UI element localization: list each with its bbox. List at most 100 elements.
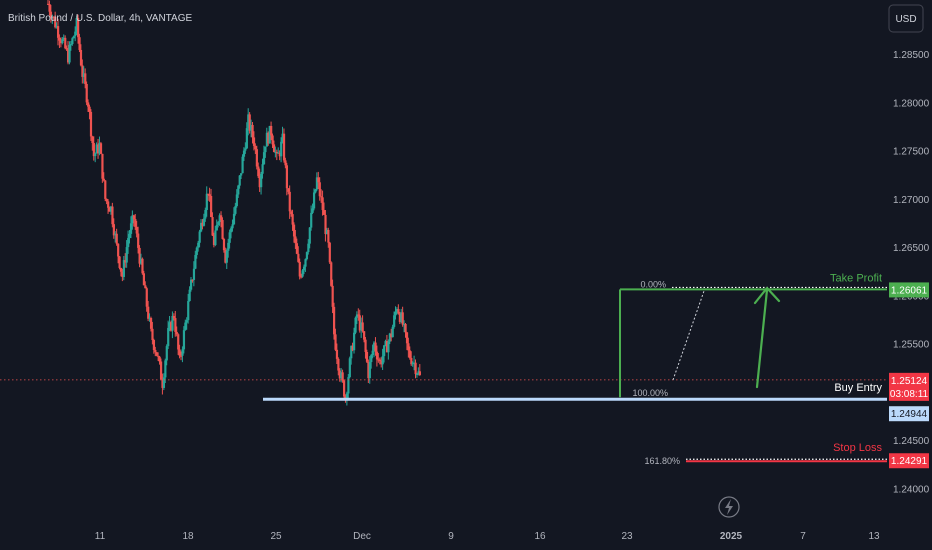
candle-body: [340, 372, 343, 379]
candle-body: [405, 332, 409, 344]
candle-body: [325, 229, 329, 234]
candle-body: [121, 271, 124, 277]
candle-body: [214, 230, 217, 246]
candle-body: [258, 176, 261, 188]
candle-body: [185, 320, 188, 323]
candle-body: [220, 215, 223, 221]
candle-body: [294, 236, 297, 244]
candle-body: [218, 215, 221, 223]
candle-body: [162, 377, 166, 388]
candle-body: [221, 220, 224, 239]
candle-body: [111, 206, 114, 225]
current-price: 1.25124: [891, 376, 928, 387]
candle-body: [245, 128, 248, 149]
candle-body: [415, 373, 419, 375]
candle-body: [255, 149, 258, 167]
candle-body: [265, 132, 268, 147]
candle-body: [404, 323, 407, 333]
candle-body: [62, 37, 65, 40]
candle-body: [397, 309, 400, 314]
candle-body: [355, 314, 359, 318]
candle-body: [330, 262, 333, 286]
candle-body: [307, 243, 310, 253]
candle-body: [225, 250, 228, 263]
candle-body: [370, 355, 373, 363]
candle-body: [314, 189, 317, 193]
x-tick-label: 18: [182, 531, 194, 542]
y-tick-label: 1.27500: [893, 147, 930, 158]
candle-body: [337, 358, 340, 371]
candle-body: [171, 315, 174, 331]
candle-body: [288, 191, 291, 212]
candle-body: [54, 16, 57, 28]
candle-body: [247, 114, 250, 129]
candle-body: [417, 371, 420, 374]
candle-body: [200, 222, 203, 232]
candle-body: [69, 44, 73, 46]
candle-body: [195, 247, 198, 255]
stop-loss-price-badge: 1.24291: [889, 453, 929, 469]
candle-body: [301, 270, 304, 277]
candle-body: [95, 144, 98, 154]
projection-arrow[interactable]: [753, 286, 781, 389]
x-tick-label: Dec: [353, 531, 371, 542]
candle-body: [354, 317, 357, 333]
candle-body: [169, 322, 173, 331]
candle-body: [142, 273, 146, 286]
candle-body: [114, 233, 117, 236]
candle-body: [324, 214, 327, 234]
candle-body: [254, 145, 257, 150]
candle-body: [328, 242, 331, 263]
candle-body: [227, 242, 230, 251]
candle-body: [197, 242, 200, 248]
x-tick-label: 25: [270, 531, 282, 542]
candle-body: [360, 322, 363, 331]
candle-body: [172, 315, 176, 319]
candle-body: [395, 309, 399, 312]
candle-body: [124, 260, 127, 263]
candle-body: [82, 73, 85, 77]
candle-body: [348, 358, 351, 378]
candle-body: [383, 345, 386, 357]
candle-body: [375, 351, 379, 360]
candle-body: [274, 151, 277, 153]
candle-body: [222, 238, 226, 251]
candle-body: [192, 268, 196, 280]
currency-label: USD: [895, 14, 916, 25]
lightning-icon[interactable]: [718, 496, 740, 518]
candle-body: [248, 114, 251, 131]
candle-body: [414, 362, 417, 375]
x-tick-label: 11: [95, 531, 106, 542]
candle-body: [335, 349, 339, 359]
candle-body: [48, 4, 51, 12]
fib-label-0: 0.00%: [640, 279, 666, 289]
candle-body: [384, 341, 387, 346]
candle-body: [321, 197, 324, 211]
candle-body: [65, 48, 68, 50]
candle-body: [401, 312, 404, 325]
candle-body: [194, 254, 197, 269]
candle-body: [127, 238, 130, 248]
candle-body: [224, 250, 227, 263]
candle-body: [141, 258, 144, 274]
candle-body: [119, 267, 123, 272]
candle-body: [390, 333, 393, 338]
candle-body: [394, 311, 397, 316]
candle-body: [132, 215, 135, 220]
candle-body: [145, 288, 148, 307]
time-axis[interactable]: 11 18 25 Dec 9 16 23 2025 7 13: [95, 531, 880, 542]
candle-body: [51, 16, 54, 19]
candle-body: [89, 111, 93, 137]
candle-body: [231, 224, 234, 229]
candle-body: [345, 393, 349, 399]
y-tick-label: 1.26500: [893, 243, 930, 254]
candle-body: [182, 330, 186, 350]
candle-body: [310, 212, 313, 228]
x-tick-label: 2025: [720, 531, 743, 542]
candle-body: [168, 322, 171, 328]
candle-body: [315, 177, 319, 190]
candle-body: [92, 143, 95, 157]
chart-title: British Pound / U.S. Dollar, 4h, VANTAGE: [8, 13, 192, 24]
currency-button[interactable]: USD: [888, 4, 924, 33]
